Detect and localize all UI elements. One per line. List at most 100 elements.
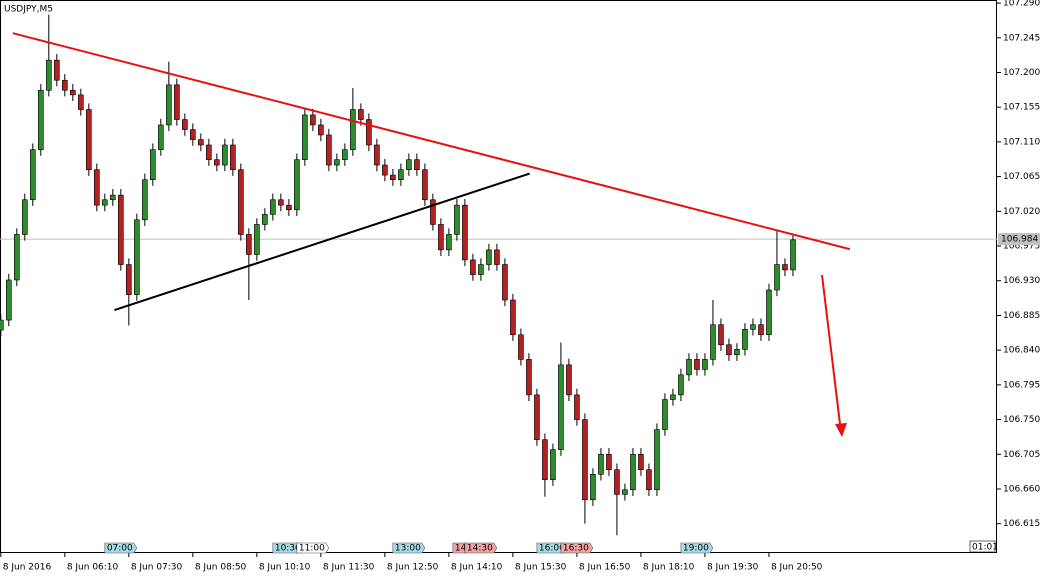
candle-body: [590, 474, 596, 501]
candle-body: [238, 169, 244, 235]
candle-body: [326, 134, 332, 166]
y-tick-label: 107.155: [1003, 103, 1040, 113]
candle-body: [38, 89, 44, 150]
candle-body: [382, 164, 388, 176]
candle-body: [318, 124, 324, 136]
candle-body: [646, 469, 652, 491]
candle-body: [190, 129, 196, 140]
candle-body: [542, 439, 548, 481]
candle-body: [670, 394, 676, 400]
candle-body: [454, 204, 460, 235]
x-tick-label: 8 Jun 2016: [3, 563, 52, 573]
candle-body: [574, 394, 580, 420]
candle-body: [110, 194, 116, 201]
candle-body: [86, 109, 92, 170]
x-tick-label: 8 Jun 11:30: [323, 563, 375, 573]
candle-body: [782, 264, 788, 271]
y-tick-label: 107.200: [1003, 68, 1040, 78]
candle-body: [774, 264, 780, 291]
session-tag-shape: [104, 542, 138, 554]
candle-body: [198, 139, 204, 146]
candle-body: [510, 299, 516, 336]
x-tick-label: 8 Jun 08:50: [195, 563, 247, 573]
candle-body: [390, 174, 396, 181]
candle-body: [126, 264, 132, 295]
candle-body: [334, 159, 340, 166]
y-tick-label: 106.975: [1003, 242, 1040, 252]
candle-body: [422, 169, 428, 201]
candle-body: [550, 449, 556, 481]
candle-body: [118, 194, 124, 265]
candle-body: [350, 109, 356, 150]
forecast-arrow: [821, 274, 847, 437]
candle-body: [742, 329, 748, 350]
last-price-label: 106.984: [1001, 235, 1038, 245]
candle-body: [54, 59, 60, 81]
candle-body: [726, 344, 732, 356]
candle-body: [582, 419, 588, 501]
candle-body: [566, 364, 572, 396]
candle-body: [14, 234, 20, 281]
candle-body: [502, 264, 508, 301]
session-tag-label: 14: [455, 544, 467, 554]
candle-body: [638, 453, 644, 471]
y-tick-label: 107.110: [1003, 137, 1040, 147]
timer-box: [969, 540, 996, 553]
x-tick-label: 8 Jun 14:10: [451, 563, 503, 573]
candle-body: [414, 159, 420, 170]
arrow-head: [835, 423, 847, 437]
candle-body: [374, 144, 380, 166]
candle-body: [558, 364, 564, 450]
session-tag-shape: [560, 542, 594, 554]
session-tag-shape: [680, 542, 714, 554]
candle-body: [718, 324, 724, 346]
session-tag: 19:00: [680, 542, 714, 554]
candle-body: [158, 124, 164, 150]
candle-body: [446, 234, 452, 251]
session-tag: 13:00: [392, 542, 426, 554]
candle-body: [6, 279, 12, 321]
candle-body: [302, 114, 308, 160]
candle-body: [142, 179, 148, 221]
y-tick-label: 107.065: [1003, 172, 1040, 182]
candle-body: [166, 84, 172, 126]
candle-body: [598, 453, 604, 475]
candle-body: [710, 324, 716, 360]
candle-body: [22, 199, 28, 235]
session-tag-label: 16:00: [539, 544, 565, 554]
candle-body: [606, 453, 612, 471]
candle-body: [654, 429, 660, 491]
candle-body: [262, 214, 268, 225]
session-tag-shape: [392, 542, 426, 554]
session-tag: 07:00: [104, 542, 138, 554]
x-tick-label: 8 Jun 16:50: [579, 563, 631, 573]
session-tag: 14:30: [464, 542, 498, 554]
session-tag-label: 19:00: [683, 544, 709, 554]
arrow-shaft: [821, 274, 841, 425]
candle-body: [702, 359, 708, 370]
candle-body: [758, 324, 764, 336]
session-tag-label: 14:30: [467, 544, 493, 554]
candle-body: [686, 359, 692, 376]
candle-body: [734, 349, 740, 356]
candle-body: [622, 489, 628, 495]
candle-body: [526, 359, 532, 396]
y-tick-label: 107.290: [1003, 0, 1040, 9]
candle-body: [30, 149, 36, 201]
candle-body: [46, 59, 52, 91]
y-tick-label: 106.795: [1003, 380, 1040, 390]
candle-body: [406, 159, 412, 170]
session-tag-label: 07:00: [107, 544, 133, 554]
session-tag: 11:00: [296, 542, 330, 554]
candle-body: [310, 114, 316, 126]
candle-body: [102, 199, 108, 206]
candle-body: [70, 89, 76, 96]
candle-body: [790, 239, 796, 271]
y-tick-label: 106.705: [1003, 450, 1040, 460]
y-tick-label: 106.750: [1003, 415, 1040, 425]
candle-body: [222, 144, 228, 166]
candle-body: [150, 149, 156, 181]
x-tick-label: 8 Jun 15:30: [515, 563, 567, 573]
candle-body: [62, 79, 68, 91]
